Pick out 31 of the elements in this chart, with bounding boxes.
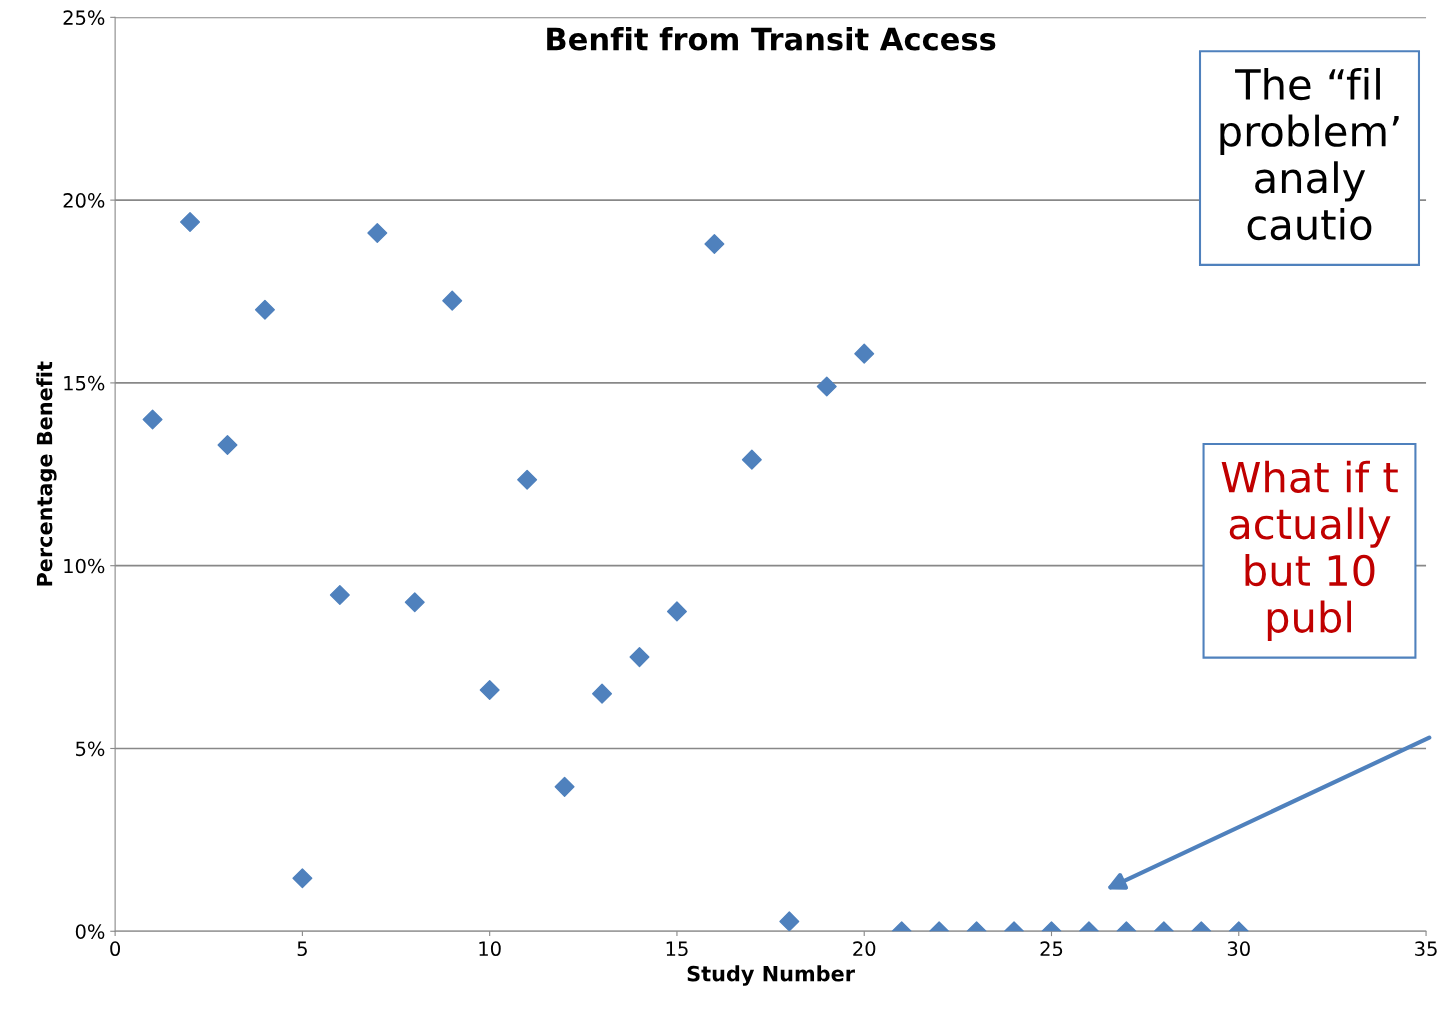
point <box>442 290 463 311</box>
point <box>254 299 275 320</box>
point <box>180 212 201 233</box>
x-tick-label: 20 <box>853 941 876 957</box>
x-tick-label: 30 <box>1227 941 1250 957</box>
chart-title: Benfit from Transit Access <box>547 26 996 51</box>
x-tick-label: 0 <box>110 941 121 957</box>
x-tick-label: 5 <box>297 941 307 957</box>
point <box>741 449 762 470</box>
x-tick-label: 10 <box>479 941 501 957</box>
y-tick-label: 20% <box>63 193 105 208</box>
point <box>854 343 875 364</box>
x-tick-label: 35 <box>1415 941 1437 957</box>
x-tick-label: 25 <box>1040 941 1063 957</box>
point <box>517 469 538 490</box>
y-tick-label: 10% <box>64 558 105 574</box>
y-tick-label: 0% <box>75 924 105 939</box>
point <box>816 376 837 397</box>
point <box>367 223 388 244</box>
annotation: What if t actually but 10 publ <box>1221 460 1398 641</box>
y-tick-label: 5% <box>76 741 105 757</box>
y-tick-label: 15% <box>64 375 105 391</box>
y-tick-label: 25% <box>63 10 105 25</box>
point <box>217 435 238 456</box>
point <box>329 584 350 605</box>
annotation: The “fil problem’ analy cautio <box>1220 67 1399 241</box>
x-axis-title: Study Number <box>687 965 855 986</box>
y-axis-title: Percentage Benefit <box>36 361 57 586</box>
point <box>142 409 163 430</box>
x-tick-label: 15 <box>666 941 688 957</box>
point <box>704 233 725 255</box>
